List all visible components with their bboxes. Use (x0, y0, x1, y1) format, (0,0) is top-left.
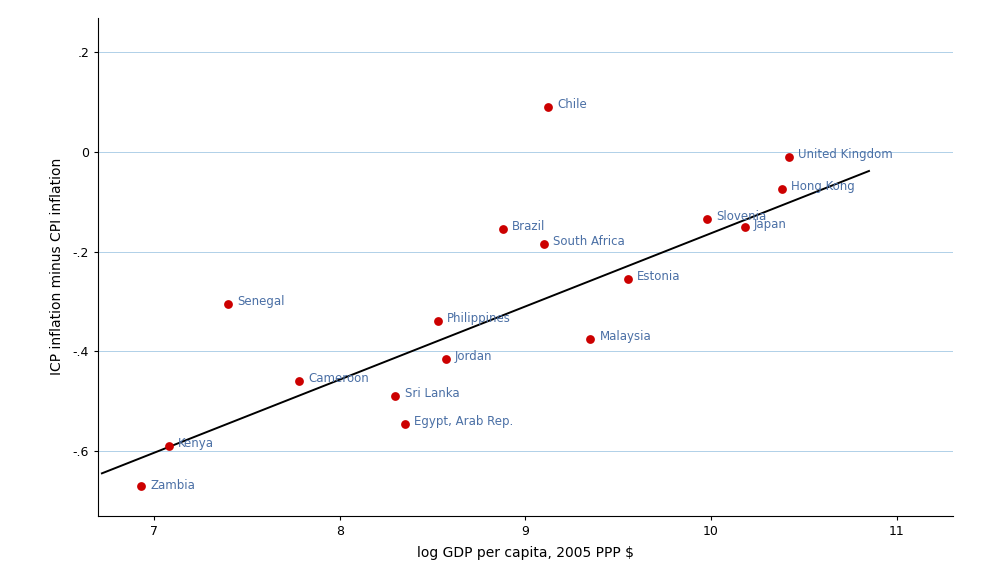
Text: Senegal: Senegal (238, 295, 285, 308)
Text: Japan: Japan (754, 218, 787, 231)
Point (430, 317, 446, 326)
Text: Malaysia: Malaysia (600, 330, 651, 343)
Point (540, 103, 556, 112)
Text: United Kingdom: United Kingdom (798, 148, 894, 161)
Point (774, 185, 790, 194)
Text: Philippines: Philippines (448, 312, 512, 325)
Text: Kenya: Kenya (178, 437, 214, 450)
Y-axis label: ICP inflation minus CPI inflation: ICP inflation minus CPI inflation (50, 158, 65, 375)
Point (438, 354, 454, 363)
Point (495, 224, 511, 234)
Point (699, 214, 715, 224)
Text: Estonia: Estonia (636, 270, 681, 283)
Text: Chile: Chile (557, 98, 586, 111)
Text: Hong Kong: Hong Kong (791, 180, 854, 193)
Point (388, 391, 404, 401)
Text: Egypt, Arab Rep.: Egypt, Arab Rep. (414, 414, 514, 428)
Point (536, 240, 552, 249)
Point (133, 481, 148, 490)
Text: Zambia: Zambia (150, 479, 195, 492)
Text: Sri Lanka: Sri Lanka (405, 387, 460, 400)
Text: Jordan: Jordan (455, 350, 492, 363)
Point (582, 334, 598, 343)
Text: South Africa: South Africa (553, 235, 625, 248)
Text: Slovenia: Slovenia (717, 210, 767, 223)
Point (291, 377, 306, 386)
Point (782, 152, 797, 162)
Point (220, 299, 236, 309)
Point (161, 441, 177, 451)
X-axis label: log GDP per capita, 2005 PPP $: log GDP per capita, 2005 PPP $ (417, 546, 633, 560)
Point (397, 419, 412, 428)
Text: Brazil: Brazil (513, 220, 546, 233)
Text: Cameroon: Cameroon (308, 372, 369, 385)
Point (620, 274, 635, 284)
Point (736, 222, 752, 231)
